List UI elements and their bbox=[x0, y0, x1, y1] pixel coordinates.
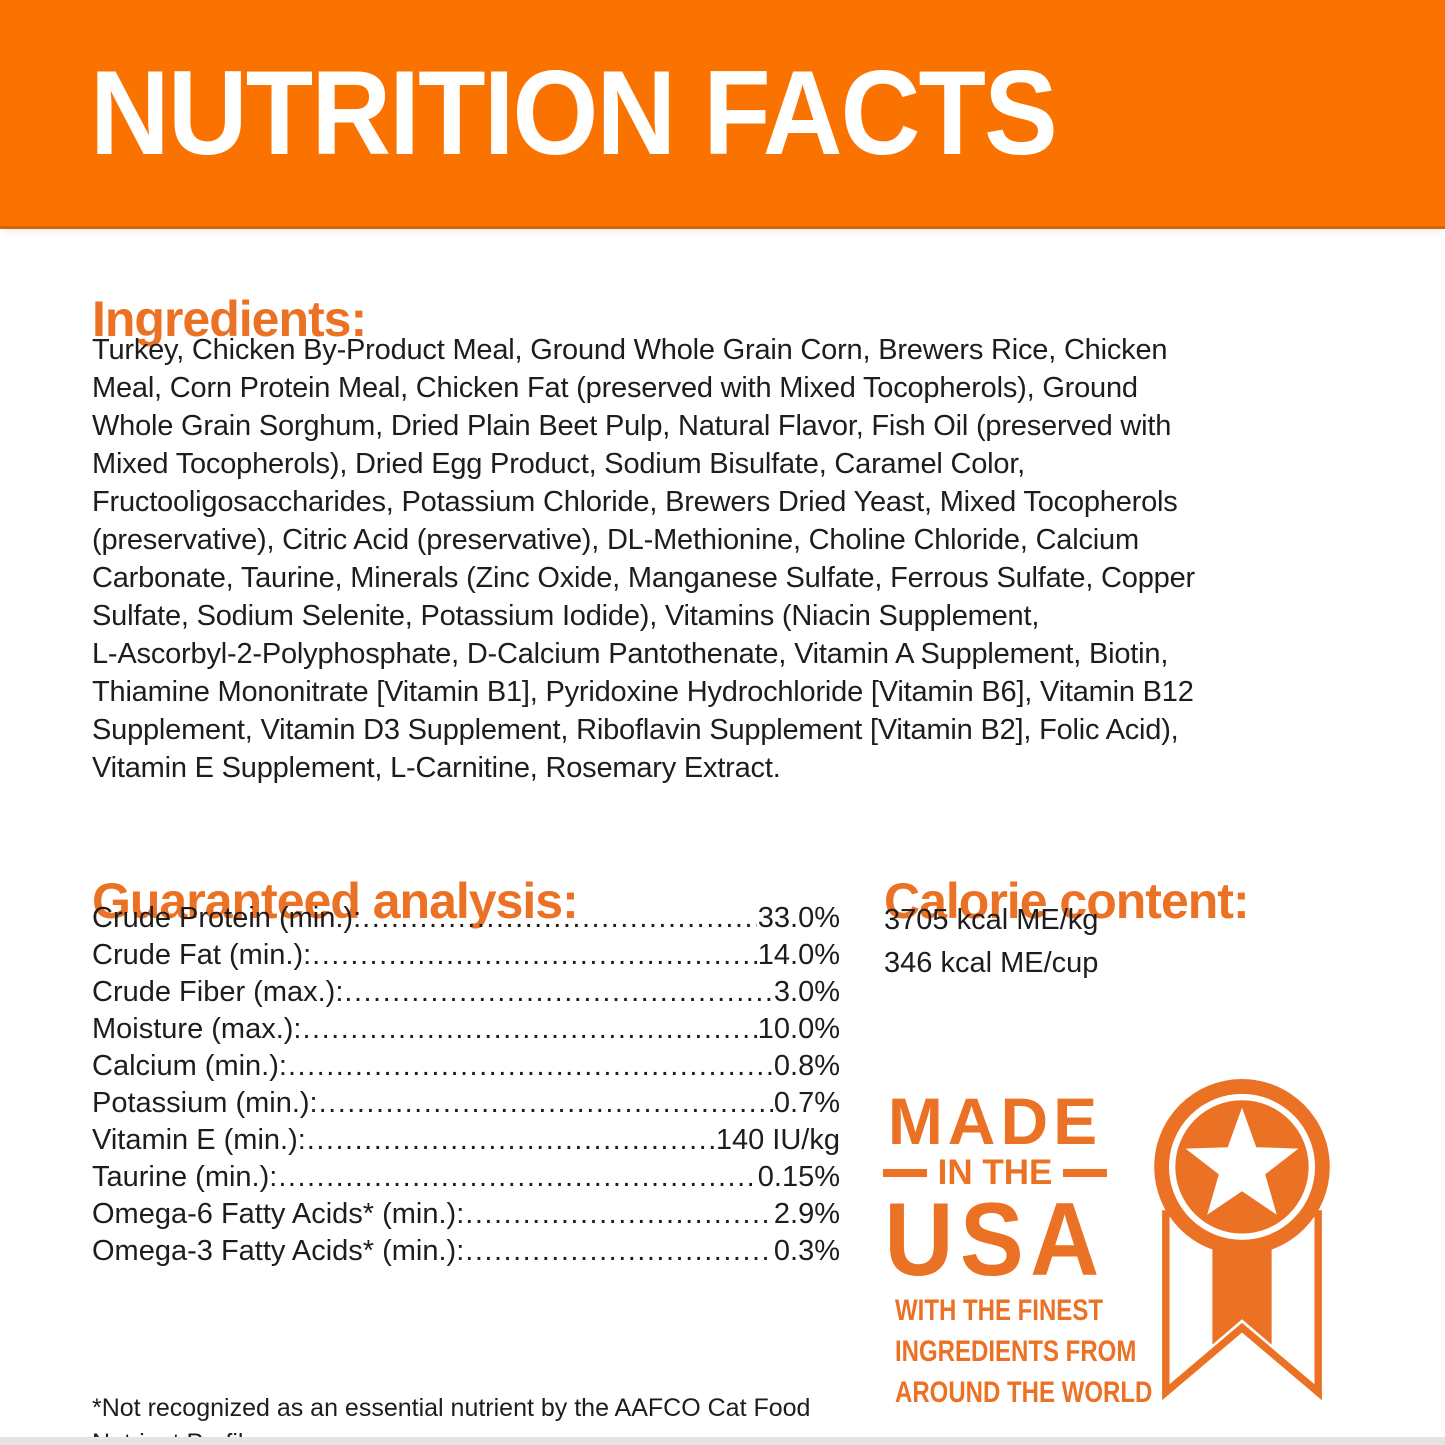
analysis-label: Calcium (min.): bbox=[92, 1050, 287, 1082]
analysis-row: Vitamin E (min.): 140 IU/kg bbox=[92, 1124, 840, 1161]
analysis-row: Omega-3 Fatty Acids* (min.): 0.3% bbox=[92, 1235, 840, 1272]
analysis-label: Potassium (min.): bbox=[92, 1087, 318, 1119]
in-the-word: IN THE bbox=[937, 1153, 1053, 1192]
analysis-value: 2.9% bbox=[773, 1198, 840, 1230]
dot-leader bbox=[302, 1013, 756, 1046]
analysis-label: Moisture (max.): bbox=[92, 1013, 302, 1045]
analysis-row: Crude Fiber (max.): 3.0% bbox=[92, 976, 840, 1013]
dot-leader bbox=[278, 1161, 756, 1194]
analysis-label: Vitamin E (min.): bbox=[92, 1124, 306, 1156]
analysis-row: Moisture (max.): 10.0% bbox=[92, 1013, 840, 1050]
ingredients-line: L-Ascorbyl-2-Polyphosphate, D-Calcium Pa… bbox=[92, 638, 1169, 670]
analysis-label: Omega-3 Fatty Acids* (min.): bbox=[92, 1235, 465, 1267]
calorie-content-heading: Calorie content: bbox=[884, 872, 1250, 929]
ingredients-line: Whole Grain Sorghum, Dried Plain Beet Pu… bbox=[92, 410, 1172, 442]
ingredients-line: Sulfate, Sodium Selenite, Potassium Iodi… bbox=[92, 600, 1040, 632]
analysis-row: Potassium (min.): 0.7% bbox=[92, 1087, 840, 1124]
ingredients-line: Vitamin E Supplement, L-Carnitine, Rosem… bbox=[92, 752, 781, 784]
page-title: NUTRITION FACTS bbox=[90, 46, 1058, 180]
banner: NUTRITION FACTS bbox=[0, 0, 1445, 229]
analysis-value: 0.7% bbox=[773, 1087, 840, 1119]
analysis-row: Taurine (min.): 0.15% bbox=[92, 1161, 840, 1198]
analysis-value: 10.0% bbox=[757, 1013, 840, 1045]
dot-leader bbox=[465, 1235, 773, 1268]
ingredients-line: Thiamine Mononitrate [Vitamin B1], Pyrid… bbox=[92, 676, 1194, 708]
analysis-value: 0.3% bbox=[773, 1235, 840, 1267]
made-word: MADE bbox=[887, 1084, 1103, 1158]
analysis-label: Crude Fat (min.): bbox=[92, 939, 312, 971]
bottom-edge-strip bbox=[0, 1437, 1445, 1445]
analysis-value: 14.0% bbox=[757, 939, 840, 971]
guaranteed-analysis-list: Crude Protein (min.): 33.0% Crude Fat (m… bbox=[92, 902, 840, 1272]
ingredients-line: (preservative), Citric Acid (preservativ… bbox=[92, 524, 1139, 556]
medal-star-ribbon-icon bbox=[1152, 1078, 1332, 1406]
tagline-line: INGREDIENTS FROM bbox=[895, 1335, 1137, 1368]
ingredients-line: Meal, Corn Protein Meal, Chicken Fat (pr… bbox=[92, 372, 1138, 404]
dot-leader bbox=[288, 1050, 773, 1083]
calorie-line: 3705 kcal ME/kg bbox=[884, 904, 1099, 936]
dash-right bbox=[1063, 1169, 1108, 1177]
analysis-value: 0.8% bbox=[773, 1050, 840, 1082]
analysis-value: 3.0% bbox=[773, 976, 840, 1008]
analysis-value: 140 IU/kg bbox=[715, 1124, 840, 1156]
tagline-line: WITH THE FINEST bbox=[895, 1294, 1103, 1327]
calorie-content-values: 3705 kcal ME/kg 346 kcal ME/cup bbox=[884, 899, 1098, 985]
tagline-line: AROUND THE WORLD bbox=[895, 1376, 1153, 1409]
dot-leader bbox=[319, 1087, 773, 1120]
analysis-label: Crude Protein (min.): bbox=[92, 902, 362, 934]
calorie-line: 346 kcal ME/cup bbox=[884, 947, 1099, 979]
analysis-row: Crude Fat (min.): 14.0% bbox=[92, 939, 840, 976]
analysis-value: 0.15% bbox=[757, 1161, 840, 1193]
analysis-row: Crude Protein (min.): 33.0% bbox=[92, 902, 840, 939]
analysis-label: Crude Fiber (max.): bbox=[92, 976, 344, 1008]
analysis-label: Taurine (min.): bbox=[92, 1161, 278, 1193]
dot-leader bbox=[312, 939, 757, 972]
ingredients-paragraph: Turkey, Chicken By-Product Meal, Ground … bbox=[92, 331, 1412, 787]
dash-left bbox=[882, 1169, 927, 1177]
usa-word: USA bbox=[884, 1182, 1106, 1298]
dot-leader bbox=[465, 1198, 773, 1231]
ingredients-line: Turkey, Chicken By-Product Meal, Ground … bbox=[92, 334, 1168, 366]
ingredients-line: Fructooligosaccharides, Potassium Chlori… bbox=[92, 486, 1178, 518]
made-in-usa-badge-text: MADE IN THE USA WITH THE FINEST INGREDIE… bbox=[870, 1084, 1153, 1409]
ingredients-line: Supplement, Vitamin D3 Supplement, Ribof… bbox=[92, 714, 1179, 746]
in-the-row: IN THE bbox=[870, 1155, 1120, 1191]
analysis-label: Omega-6 Fatty Acids* (min.): bbox=[92, 1198, 465, 1230]
dot-leader bbox=[307, 1124, 715, 1157]
ingredients-line: Carbonate, Taurine, Minerals (Zinc Oxide… bbox=[92, 562, 1195, 594]
dot-leader bbox=[344, 976, 773, 1009]
analysis-row: Calcium (min.): 0.8% bbox=[92, 1050, 840, 1087]
dot-leader bbox=[362, 902, 757, 935]
ingredients-line: Mixed Tocopherols), Dried Egg Product, S… bbox=[92, 448, 1026, 480]
analysis-row: Omega-6 Fatty Acids* (min.): 2.9% bbox=[92, 1198, 840, 1235]
analysis-value: 33.0% bbox=[757, 902, 840, 934]
ingredients-heading: Ingredients: bbox=[92, 290, 367, 347]
